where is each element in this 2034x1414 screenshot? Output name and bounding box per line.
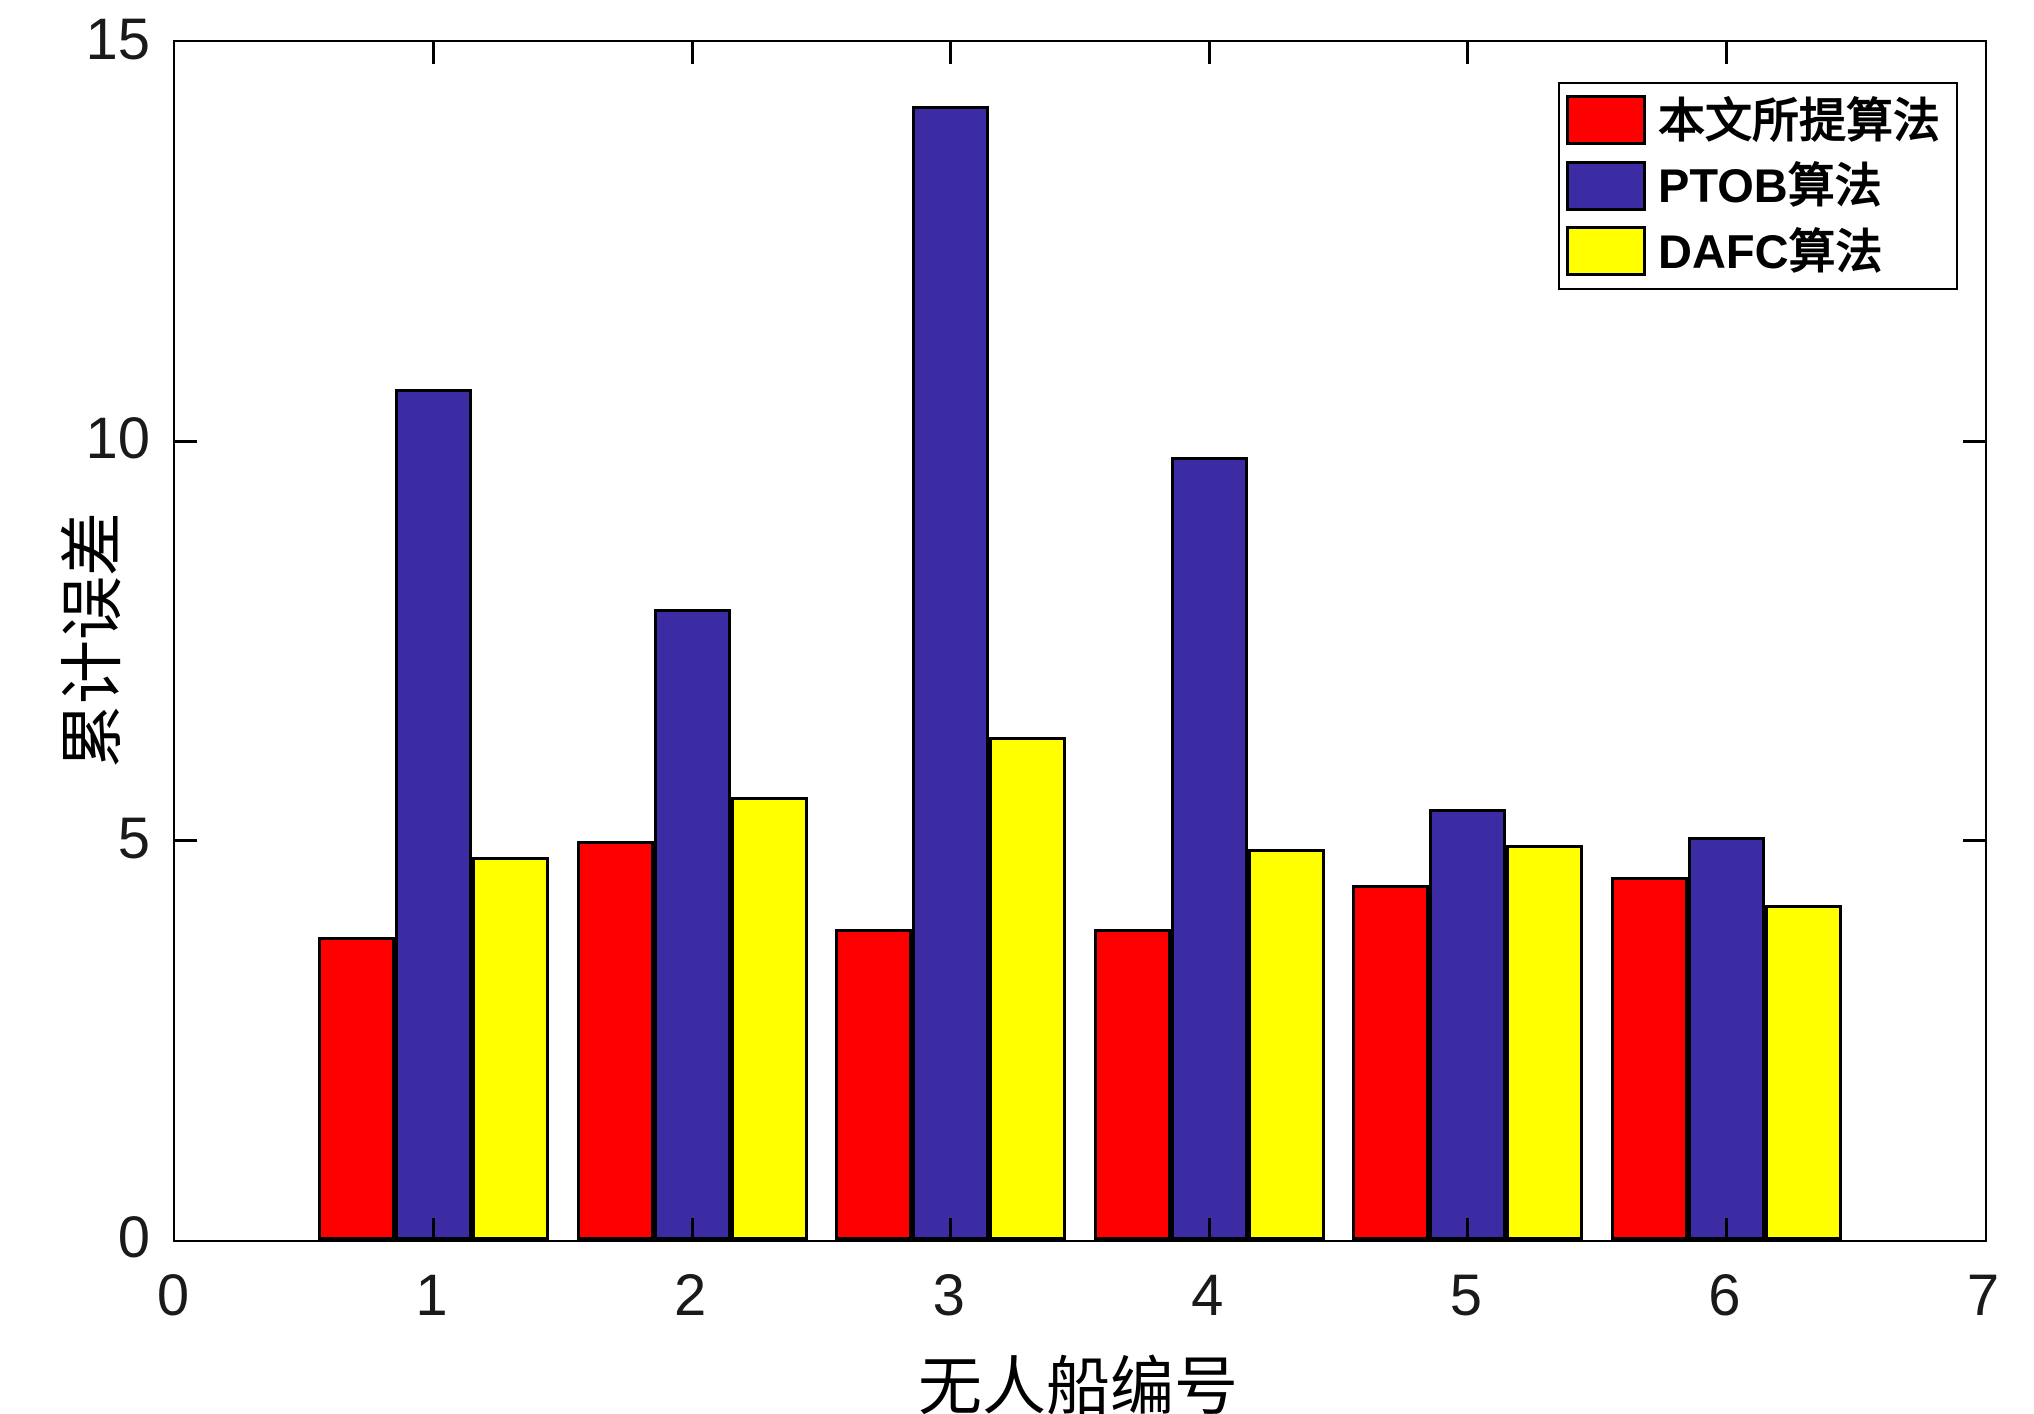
x-tick-top-4: [1207, 42, 1211, 64]
x-tick-bottom-6: [1724, 1218, 1728, 1240]
bar-dafc-1: [472, 856, 550, 1240]
x-tick-bottom-3: [949, 1218, 953, 1240]
x-tick-label-7: 7: [1966, 1263, 2000, 1328]
x-tick-label-2: 2: [674, 1263, 707, 1328]
legend-swatch-blue: [1566, 160, 1646, 211]
legend-swatch-red: [1566, 95, 1646, 145]
bar-dafc-2: [730, 796, 808, 1240]
x-tick-label-5: 5: [1449, 1263, 1482, 1328]
x-tick-label-1: 1: [415, 1263, 448, 1328]
y-tick-right-5: [1963, 839, 1985, 843]
y-tick-label-15: 15: [85, 7, 150, 72]
bar-proposed-2: [576, 840, 654, 1240]
y-tick-left-5: [175, 839, 197, 843]
bar-dafc-3: [989, 736, 1067, 1240]
bar-ptob-1: [395, 389, 473, 1240]
bar-ptob-6: [1687, 836, 1765, 1240]
y-tick-label-10: 10: [85, 406, 150, 472]
bar-proposed-3: [835, 928, 913, 1240]
x-tick-top-5: [1466, 42, 1470, 64]
x-tick-bottom-5: [1466, 1218, 1470, 1240]
x-tick-bottom-1: [432, 1218, 436, 1240]
bar-ptob-5: [1429, 808, 1507, 1240]
legend-label-proposed: 本文所提算法: [1658, 93, 1940, 147]
legend-item-dafc: DAFC算法: [1566, 222, 1950, 280]
legend-label-dafc: DAFC算法: [1658, 224, 1883, 278]
bar-dafc-4: [1247, 848, 1325, 1240]
bar-proposed-4: [1093, 928, 1171, 1240]
bar-dafc-5: [1506, 844, 1584, 1240]
x-tick-top-2: [690, 42, 694, 64]
legend-label-ptob: PTOB算法: [1658, 159, 1882, 212]
legend: 本文所提算法 PTOB算法 DAFC算法: [1558, 82, 1958, 290]
legend-swatch-yellow: [1566, 226, 1646, 276]
x-tick-top-3: [949, 42, 953, 64]
bar-ptob-2: [653, 609, 731, 1240]
bar-proposed-5: [1352, 884, 1430, 1240]
bar-proposed-1: [318, 936, 396, 1240]
legend-item-proposed: 本文所提算法: [1566, 91, 1950, 149]
bar-proposed-6: [1610, 876, 1688, 1240]
x-tick-bottom-2: [690, 1218, 694, 1240]
x-tick-label-0: 0: [156, 1263, 190, 1328]
x-tick-top-6: [1724, 42, 1728, 64]
x-tick-top-1: [432, 42, 436, 64]
y-axis-label: 累计误差: [57, 512, 131, 768]
y-tick-right-10: [1963, 439, 1985, 443]
bar-dafc-6: [1764, 904, 1842, 1240]
x-tick-bottom-4: [1207, 1218, 1211, 1240]
bar-ptob-3: [912, 105, 990, 1240]
x-tick-label-6: 6: [1708, 1263, 1741, 1328]
bar-ptob-4: [1170, 457, 1248, 1240]
x-tick-label-3: 3: [932, 1263, 965, 1328]
y-tick-label-5: 5: [117, 805, 150, 871]
x-tick-label-4: 4: [1191, 1263, 1224, 1328]
y-tick-left-10: [175, 439, 197, 443]
y-tick-label-0: 0: [117, 1205, 150, 1270]
x-axis-label: 无人船编号: [918, 1351, 1238, 1414]
legend-item-ptob: PTOB算法: [1566, 157, 1950, 215]
